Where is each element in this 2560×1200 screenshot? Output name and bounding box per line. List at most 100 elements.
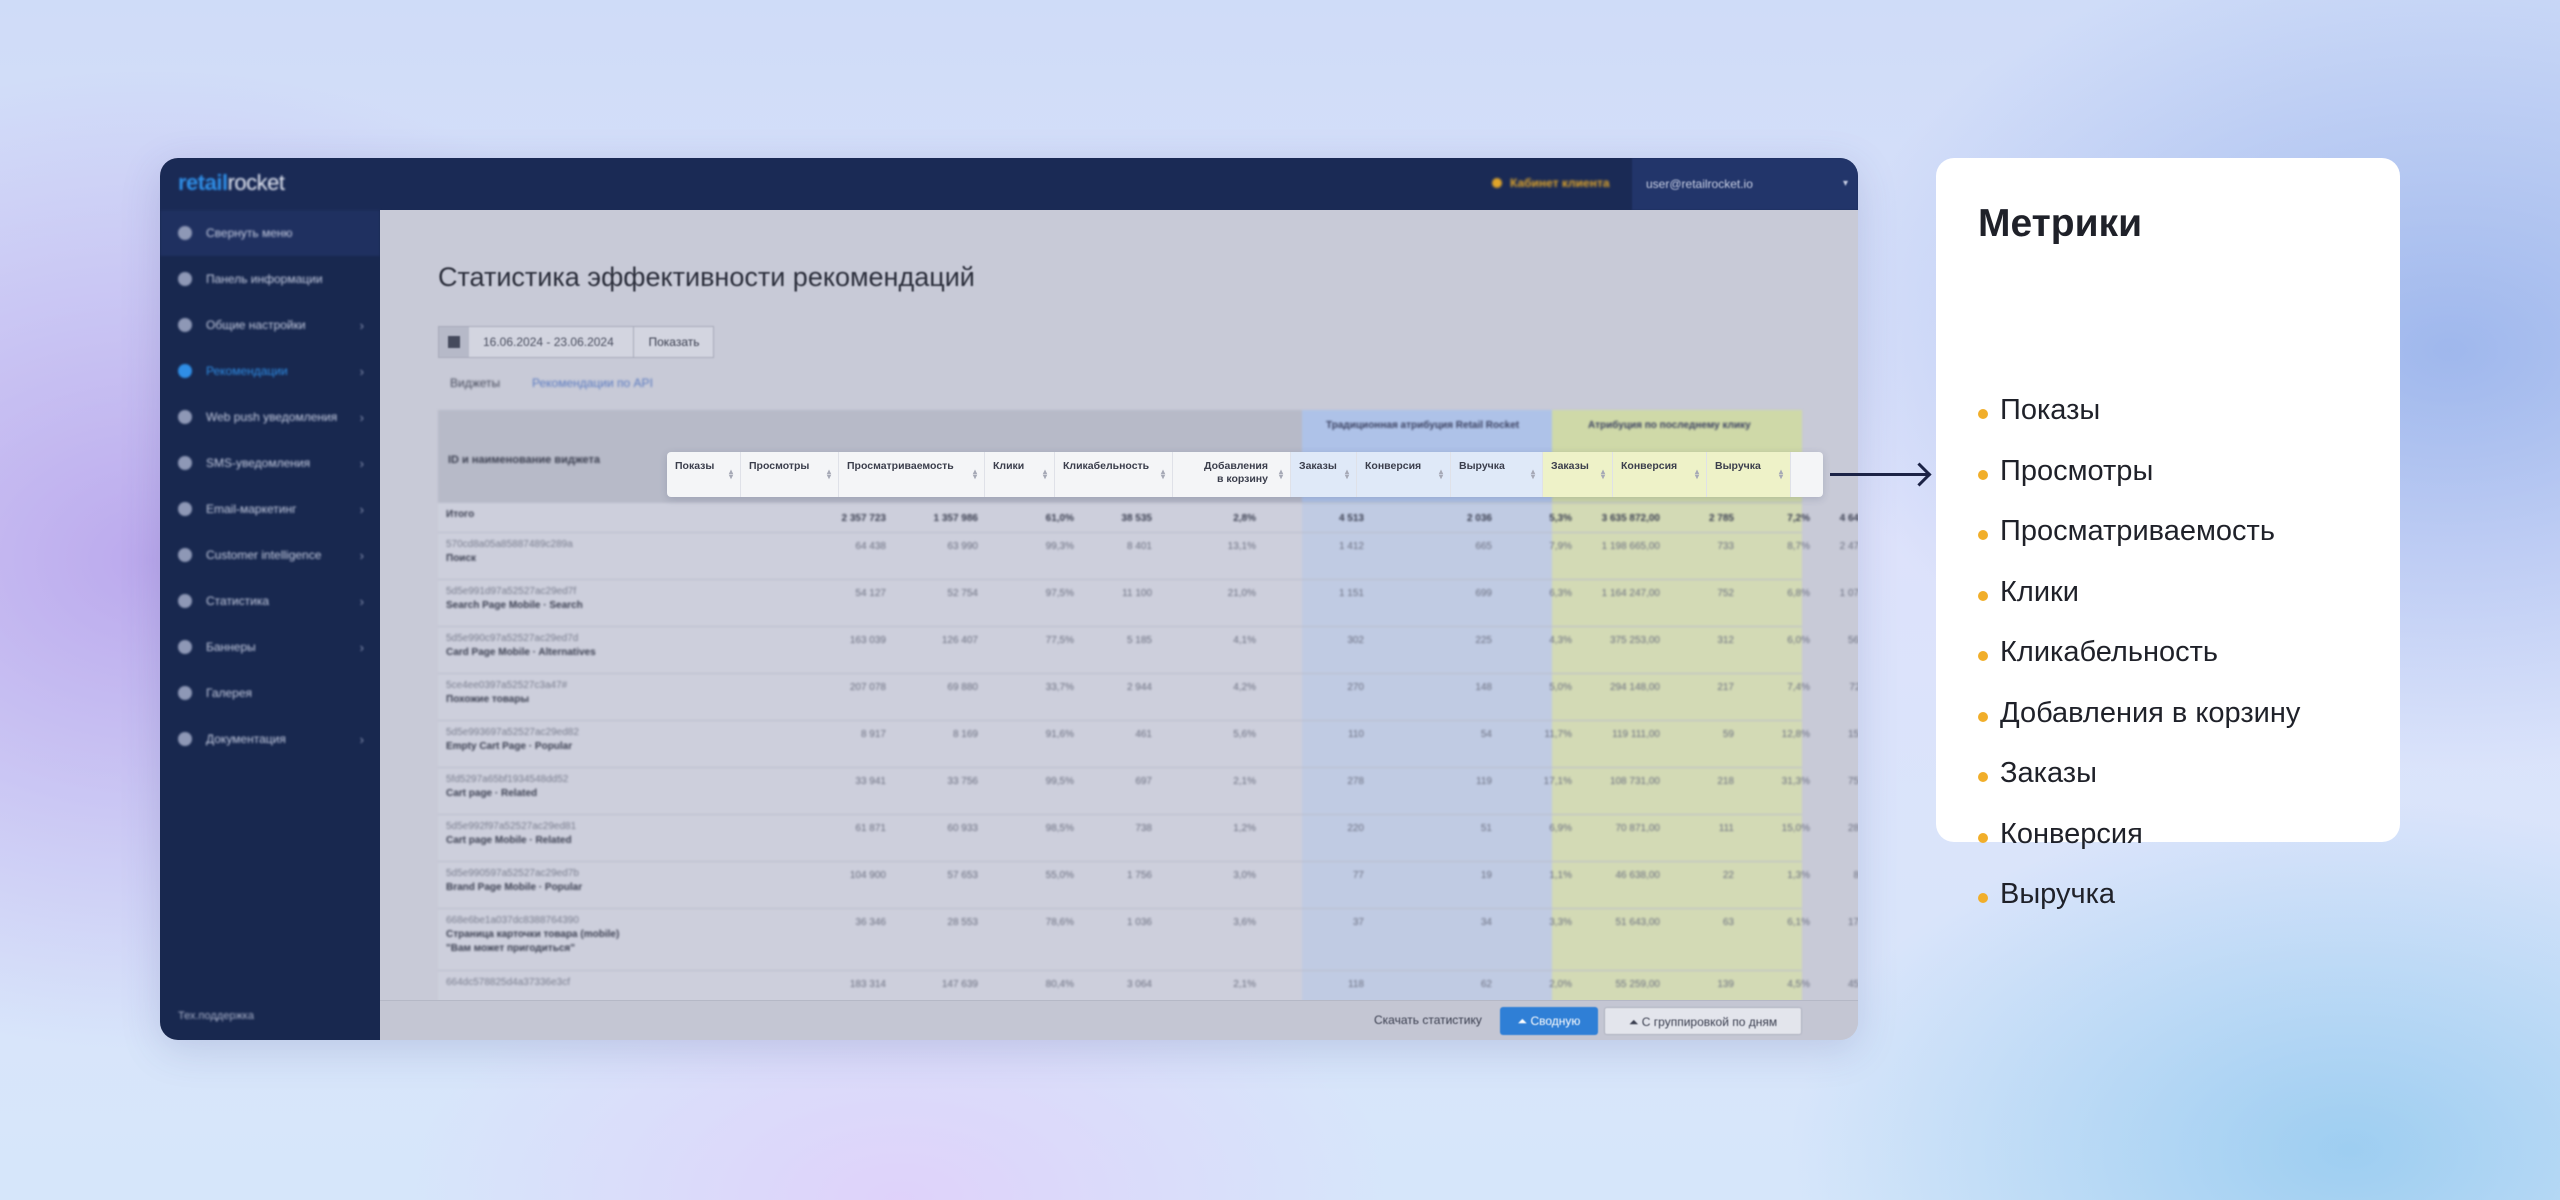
table-cell: 19: [1480, 870, 1492, 881]
sidebar-item[interactable]: Галерея: [160, 670, 380, 716]
table-cell: 1 151: [1338, 588, 1364, 599]
date-range-picker[interactable]: 16.06.2024 - 23.06.2024 Показать: [438, 326, 714, 358]
sort-icon[interactable]: ▴ ▾: [1778, 467, 1783, 481]
logo[interactable]: retailrocket: [178, 170, 285, 195]
table-cell: 220: [1347, 823, 1364, 834]
widget-id[interactable]: 570cd8a05a85887489c289a: [446, 539, 573, 550]
sort-icon[interactable]: ▴ ▾: [1438, 467, 1443, 481]
show-button[interactable]: Показать: [633, 327, 714, 357]
table-cell: 63 990: [947, 541, 978, 552]
sort-icon[interactable]: ▴ ▾: [1160, 467, 1165, 481]
sidebar-item[interactable]: Баннеры ›: [160, 624, 380, 670]
tab-api-recommendations[interactable]: Рекомендации по API: [532, 376, 653, 390]
sidebar-item[interactable]: SMS-уведомления ›: [160, 440, 380, 486]
table-cell: 51 643,00: [1615, 917, 1661, 928]
sidebar-item-label: Галерея: [206, 686, 253, 700]
sort-icon[interactable]: ▴ ▾: [1042, 467, 1047, 481]
metric-column-header[interactable]: Заказы ▴ ▾: [1543, 452, 1613, 497]
table-cell: 4,2%: [1233, 682, 1256, 693]
download-summary-button[interactable]: ⏶ Сводную: [1500, 1007, 1598, 1035]
tab-widgets[interactable]: Виджеты: [450, 376, 501, 390]
sidebar-item-label: Баннеры: [206, 640, 256, 654]
metric-column-header[interactable]: Просмотры ▴ ▾: [741, 452, 839, 497]
widget-id[interactable]: 5fd5297a65bf1934548dd52: [446, 774, 569, 785]
table-cell: 8 169: [952, 729, 978, 740]
sort-icon[interactable]: ▴ ▾: [728, 467, 733, 481]
metric-column-header[interactable]: Выручка ▴ ▾: [1451, 452, 1543, 497]
sidebar-item-label: Web push уведомления: [206, 410, 338, 424]
metric-column-header[interactable]: Заказы ▴ ▾: [1291, 452, 1357, 497]
sidebar-item[interactable]: Документация ›: [160, 716, 380, 762]
calendar-icon[interactable]: [439, 327, 469, 357]
widget-name: Похожие товары: [446, 694, 530, 705]
metric-column-header[interactable]: Конверсия ▴ ▾: [1613, 452, 1707, 497]
table-cell: 33,7%: [1045, 682, 1074, 693]
sidebar-item[interactable]: Email-маркетинг ›: [160, 486, 380, 532]
widget-name: Card Page Mobile · Alternatives: [446, 647, 596, 658]
table-cell: 22: [1722, 870, 1734, 881]
support-link[interactable]: Тех.поддержка: [178, 1010, 254, 1022]
table-cell: 148: [1475, 682, 1492, 693]
banner-icon: [178, 640, 192, 654]
sidebar-item[interactable]: Общие настройки ›: [160, 302, 380, 348]
table-cell: 312: [1717, 635, 1734, 646]
user-menu[interactable]: user@retailrocket.io ▾: [1632, 158, 1858, 210]
table-cell: 697: [1135, 776, 1152, 787]
table-cell: 1,3%: [1787, 870, 1810, 881]
widget-id[interactable]: 668e6be1a037dc8388764390: [446, 915, 579, 926]
sort-icon[interactable]: ▴ ▾: [1600, 467, 1605, 481]
widget-id[interactable]: 5ce4ee0397a52527c3a47#: [446, 680, 568, 691]
chart-icon: [178, 594, 192, 608]
sidebar-item[interactable]: Панель информации: [160, 256, 380, 302]
table-cell: 1 164 247,00: [1601, 588, 1660, 599]
table-cell: 218: [1717, 776, 1734, 787]
sidebar-item[interactable]: Статистика ›: [160, 578, 380, 624]
table-cell: 750 171,00: [1847, 776, 1858, 787]
table-cell: 12,8%: [1781, 729, 1810, 740]
metric-column-header[interactable]: Просматриваемость ▴ ▾: [839, 452, 985, 497]
metric-column-header[interactable]: Показы ▴ ▾: [667, 452, 741, 497]
client-cabinet-link[interactable]: Кабинет клиента: [1492, 176, 1610, 190]
sidebar-item-label: SMS-уведомления: [206, 456, 311, 470]
table-cell: 8,7%: [1787, 541, 1810, 552]
table-row: 5d5e990597a52527ac29ed7b Brand Page Mobil…: [438, 861, 1858, 909]
table-cell: 5,6%: [1233, 729, 1256, 740]
sort-icon[interactable]: ▴ ▾: [972, 467, 977, 481]
widget-id[interactable]: 664dc578825d4a37336e3cf: [446, 977, 571, 988]
metric-column-header[interactable]: Кликабельность ▴ ▾: [1055, 452, 1173, 497]
metric-column-header[interactable]: Выручка ▴ ▾: [1707, 452, 1791, 497]
widget-id[interactable]: 5d5e990597a52527ac29ed7b: [446, 868, 579, 879]
sort-icon[interactable]: ▴ ▾: [1694, 467, 1699, 481]
widget-id[interactable]: 5d5e993697a52527ac29ed82: [446, 727, 579, 738]
widget-id[interactable]: 5d5e991d97a52527ac29ed7f: [446, 586, 577, 597]
table-cell: 99,3%: [1045, 541, 1074, 552]
metric-column-header[interactable]: Добавления в корзину ▴ ▾: [1173, 452, 1291, 497]
download-by-days-button[interactable]: ⏶ С группировкой по дням: [1604, 1007, 1802, 1035]
sidebar-item[interactable]: Web push уведомления ›: [160, 394, 380, 440]
sidebar-item[interactable]: Рекомендации ›: [160, 348, 380, 394]
id-column-header[interactable]: ID и наименование виджета: [448, 454, 600, 466]
date-range-value[interactable]: 16.06.2024 - 23.06.2024: [483, 335, 614, 349]
chevron-right-icon: ›: [359, 409, 364, 425]
sidebar: Свернуть меню Панель информации Общие нас…: [160, 210, 380, 1040]
sort-icon[interactable]: ▴ ▾: [826, 467, 831, 481]
metric-column-header[interactable]: Конверсия ▴ ▾: [1357, 452, 1451, 497]
sort-icon[interactable]: ▴ ▾: [1344, 467, 1349, 481]
table-cell: 2 478 401,00: [1839, 541, 1858, 552]
table-cell: 183 314: [849, 979, 886, 990]
table-cell: 6,9%: [1549, 823, 1572, 834]
metric-column-header[interactable]: Клики ▴ ▾: [985, 452, 1055, 497]
metric-item: Кликабельность: [1978, 636, 2218, 669]
table-cell: 111: [1718, 823, 1734, 834]
widget-id[interactable]: 5d5e992f97a52527ac29ed81: [446, 821, 577, 832]
table-cell: 752: [1717, 588, 1734, 599]
chat-icon: [178, 456, 192, 470]
widget-id[interactable]: 5d5e990c97a52527ac29ed7d: [446, 633, 579, 644]
table-cell: 461: [1135, 729, 1152, 740]
table-cell: 285 184,00: [1847, 823, 1858, 834]
bell-icon: [178, 410, 192, 424]
sort-icon[interactable]: ▴ ▾: [1278, 467, 1283, 481]
collapse-menu-button[interactable]: Свернуть меню: [160, 210, 380, 256]
sidebar-item[interactable]: Customer intelligence ›: [160, 532, 380, 578]
sort-icon[interactable]: ▴ ▾: [1530, 467, 1535, 481]
